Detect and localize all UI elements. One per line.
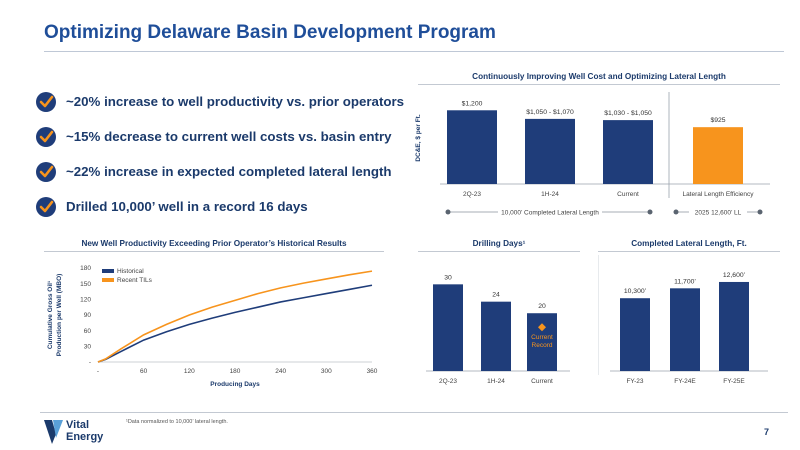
logo-line-1: Vital — [66, 419, 90, 431]
cost-category-label: 2Q-23 — [463, 191, 481, 198]
productivity-y-axis-title: Cumulative Gross Oil¹ — [47, 281, 54, 349]
cost-chart-title: Continuously Improving Well Cost and Opt… — [472, 72, 726, 81]
productivity-chart-title: New Well Productivity Exceeding Prior Op… — [81, 239, 347, 248]
checkmark-icon — [36, 196, 56, 217]
productivity-x-tick: 60 — [140, 368, 148, 375]
footnote: ¹Data normalized to 10,000’ lateral leng… — [126, 419, 228, 425]
lateral-length-title: Completed Lateral Length, Ft. — [631, 239, 747, 248]
days-bar — [433, 284, 463, 371]
days-bar — [481, 301, 511, 371]
productivity-x-tick: 240 — [275, 368, 286, 375]
record-annotation: Current — [531, 334, 553, 341]
lateral-bar — [719, 281, 749, 371]
productivity-y-tick: 90 — [84, 312, 92, 319]
logo-line-2: Energy — [66, 431, 104, 443]
ll-range-label: 2025 12,600’ LL — [695, 209, 742, 216]
cost-value-label: $1,030 - $1,050 — [604, 110, 652, 117]
cost-chart: DC&E, $ per Ft. $1,200 2Q-23 $1,050 - $1,07… — [415, 92, 770, 217]
days-value-label: 24 — [492, 292, 500, 299]
lateral-length-rule — [598, 251, 780, 252]
bullet-list: ~20% increase to well productivity vs. p… — [36, 84, 406, 224]
productivity-y-axis-title: Production per Well (MBO) — [56, 274, 63, 357]
lateral-category-label: FY-23 — [626, 378, 643, 385]
cost-value-label: $1,200 — [462, 100, 483, 107]
productivity-chart-rule — [44, 251, 384, 252]
days-category-label: Current — [531, 378, 553, 385]
vital-energy-logo: Vital Energy — [44, 418, 124, 446]
productivity-chart: Cumulative Gross Oil¹ Production per Well… — [47, 265, 378, 388]
bullet-text: ~22% increase in expected completed late… — [66, 164, 392, 179]
cost-range-label-bg — [498, 207, 602, 217]
productivity-x-tick: - — [97, 368, 99, 375]
days-value-label: 20 — [538, 303, 546, 310]
productivity-line-historical — [97, 284, 373, 363]
productivity-y-tick: 120 — [80, 297, 91, 304]
cost-bar — [603, 120, 653, 184]
cost-range-label: 10,000’ Completed Lateral Length — [501, 209, 599, 216]
cost-value-label: $1,050 - $1,070 — [526, 109, 574, 116]
logo-mark-icon — [44, 420, 63, 444]
drilling-days-title: Drilling Days¹ — [472, 239, 526, 248]
lateral-value-label: 10,300’ — [624, 288, 647, 295]
lateral-bar — [670, 288, 700, 371]
productivity-y-tick: 180 — [80, 265, 91, 272]
cost-range-dot — [647, 209, 653, 215]
ll-range-dot — [673, 209, 679, 215]
productivity-legend-swatch — [102, 278, 114, 282]
cost-category-label: Lateral Length Efficiency — [682, 191, 754, 198]
bullet-item: Drilled 10,000’ well in a record 16 days — [36, 189, 406, 224]
days-category-label: 1H-24 — [487, 378, 505, 385]
productivity-y-tick: - — [89, 359, 91, 366]
checkmark-icon — [36, 126, 56, 147]
cost-range-dot — [445, 209, 451, 215]
productivity-x-tick: 180 — [230, 368, 241, 375]
cost-bar — [693, 127, 743, 184]
productivity-legend-label: Recent TILs — [117, 277, 153, 284]
productivity-y-tick: 60 — [84, 328, 92, 335]
productivity-x-axis-title: Producing Days — [210, 381, 260, 388]
productivity-x-tick: 120 — [184, 368, 195, 375]
cost-chart-rule — [418, 84, 780, 85]
cost-category-label: 1H-24 — [541, 191, 559, 198]
productivity-y-tick: 150 — [80, 281, 91, 288]
lateral-bar — [620, 298, 650, 371]
productivity-x-tick: 360 — [367, 368, 378, 375]
cost-bar — [447, 110, 497, 184]
lateral-value-label: 12,600’ — [723, 272, 746, 279]
record-annotation: Record — [532, 342, 553, 349]
days-category-label: 2Q-23 — [439, 378, 457, 385]
bullet-text: ~20% increase to well productivity vs. p… — [66, 94, 405, 109]
days-bar — [527, 313, 557, 371]
ll-range-label-bg — [689, 207, 747, 217]
productivity-line-recent-tils — [97, 270, 373, 363]
record-diamond-icon — [538, 323, 546, 332]
bullet-item: ~20% increase to well productivity vs. p… — [36, 84, 406, 119]
title-divider — [44, 51, 784, 52]
productivity-y-tick: 30 — [84, 344, 92, 351]
cost-y-axis-title: DC&E, $ per Ft. — [415, 114, 422, 162]
checkmark-icon — [36, 91, 56, 112]
bullet-text: ~15% decrease to current well costs vs. … — [66, 129, 392, 144]
cost-value-label: $925 — [710, 117, 725, 124]
checkmark-icon — [36, 161, 56, 182]
lateral-category-label: FY-24E — [674, 378, 696, 385]
productivity-legend-label: Historical — [117, 268, 144, 275]
bullet-item: ~22% increase in expected completed late… — [36, 154, 406, 189]
productivity-legend-swatch — [102, 269, 114, 273]
bullet-text: Drilled 10,000’ well in a record 16 days — [66, 199, 308, 214]
page-title: Optimizing Delaware Basin Development Pr… — [44, 22, 496, 43]
lateral-length-chart: 10,300’ FY-23 11,700’ FY-24E 12,600’ FY-25E — [598, 255, 768, 385]
drilling-days-rule — [418, 251, 580, 252]
lateral-category-label: FY-25E — [723, 378, 745, 385]
cost-category-label: Current — [617, 191, 639, 198]
ll-range-dot — [757, 209, 763, 215]
bullet-item: ~15% decrease to current well costs vs. … — [36, 119, 406, 154]
page-number: 7 — [764, 427, 770, 437]
days-value-label: 30 — [444, 274, 452, 281]
footer-divider — [40, 412, 788, 413]
cost-bar — [525, 118, 575, 184]
productivity-x-tick: 300 — [321, 368, 332, 375]
lateral-value-label: 11,700’ — [674, 278, 696, 285]
